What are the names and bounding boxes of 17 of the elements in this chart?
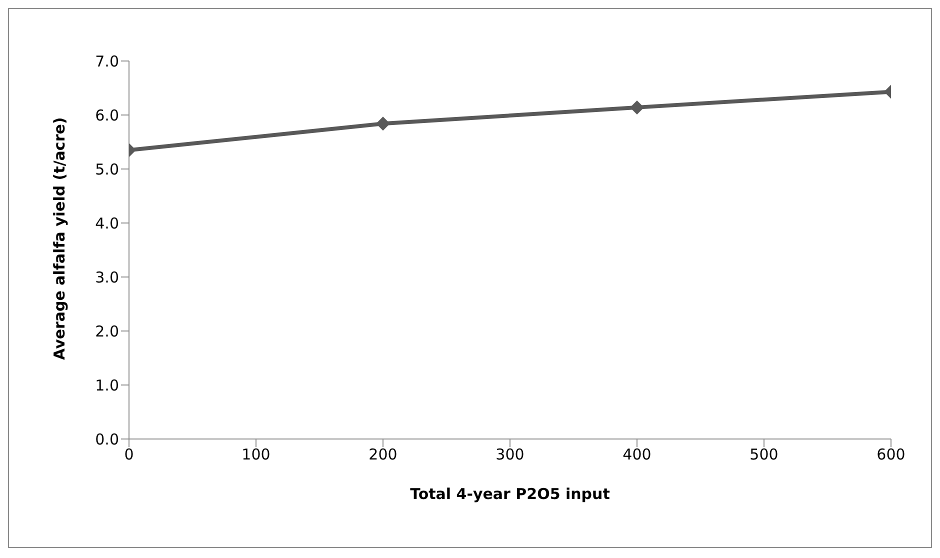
y-tick-label: 6.0: [95, 106, 119, 124]
y-tick-label: 5.0: [95, 160, 119, 178]
x-tick-label: 600: [876, 446, 906, 464]
x-tick-label: 400: [622, 446, 652, 464]
x-tick-label: 0: [124, 446, 134, 464]
x-tick-label: 100: [242, 446, 270, 464]
x-tick-label: 200: [368, 446, 398, 464]
y-tick-label: 7.0: [95, 52, 119, 70]
x-tick-label: 300: [496, 446, 524, 464]
y-axis-title: Average alfalfa yield (t/acre): [50, 117, 68, 360]
y-tick-label: 4.0: [95, 214, 119, 232]
y-tick-label: 0.0: [95, 430, 119, 448]
y-tick-label: 1.0: [95, 376, 119, 394]
x-tick-label: 500: [750, 446, 778, 464]
y-tick-label: 3.0: [95, 268, 119, 286]
y-tick-label: 2.0: [95, 322, 119, 340]
x-axis-title: Total 4-year P2O5 input: [410, 485, 610, 503]
